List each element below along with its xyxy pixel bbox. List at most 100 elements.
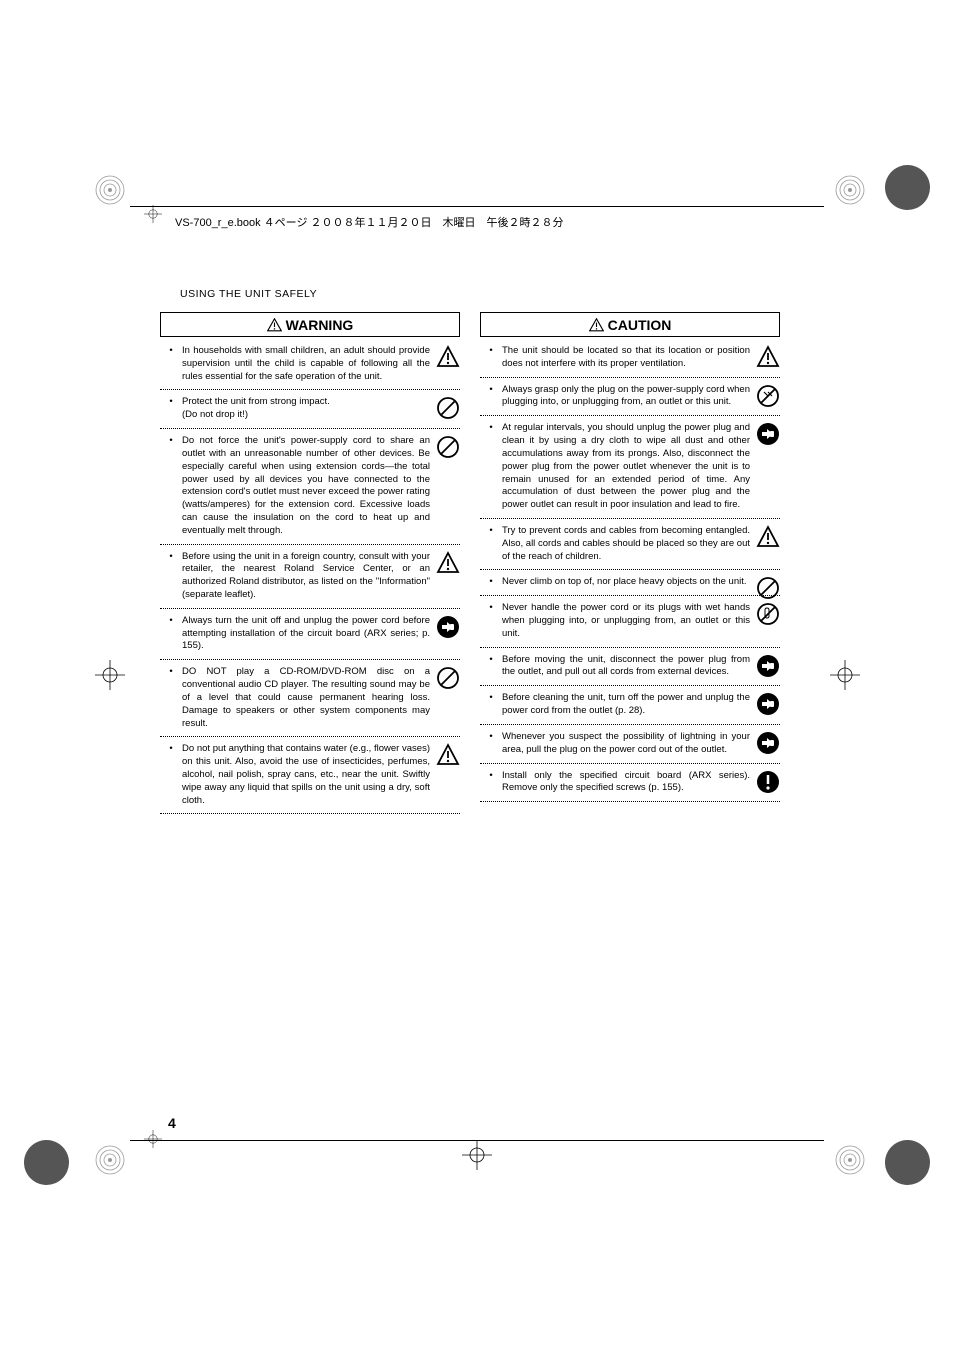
book-header-text: VS-700_r_e.book ４ページ ２００８年１１月２０日 木曜日 午後２… [175, 214, 564, 230]
warning-item: •Before using the unit in a foreign coun… [160, 551, 460, 602]
separator-dots [160, 736, 460, 737]
caution-item-text: Never handle the power cord or its plugs… [502, 602, 780, 640]
separator-dots [160, 813, 460, 814]
bullet-icon: • [160, 396, 182, 422]
page-corner-circle [24, 1140, 69, 1185]
warning-triangle-icon [267, 318, 282, 332]
caution-item: •At regular intervals, you should unplug… [480, 422, 780, 512]
crop-mark-br [830, 1140, 870, 1180]
reg-mark-left [95, 660, 125, 690]
separator-dots [480, 595, 780, 596]
caution-item-text: The unit should be located so that its l… [502, 345, 780, 371]
reg-mark-right [830, 660, 860, 690]
caution-item: •Always grasp only the plug on the power… [480, 384, 780, 410]
warning-icon [756, 345, 780, 369]
warning-item-text: Always turn the unit off and unplug the … [182, 615, 460, 653]
bullet-icon: • [160, 551, 182, 602]
caution-heading-box: CAUTION [480, 312, 780, 337]
caution-item: •The unit should be located so that its … [480, 345, 780, 371]
caution-column: CAUTION •The unit should be located so t… [480, 312, 780, 820]
warning-item-text: Do not force the unit's power-supply cor… [182, 435, 460, 538]
caution-item: •Before moving the unit, disconnect the … [480, 654, 780, 680]
warning-icon [436, 551, 460, 575]
bullet-icon: • [160, 615, 182, 653]
caution-item-text: Try to prevent cords and cables from bec… [502, 525, 780, 563]
caution-item-text: Before cleaning the unit, turn off the p… [502, 692, 780, 718]
grasp-icon [756, 384, 780, 408]
bullet-icon: • [160, 435, 182, 538]
bullet-icon: • [160, 666, 182, 730]
caution-item-text: Always grasp only the plug on the power-… [502, 384, 780, 410]
warning-item: •In households with small children, an a… [160, 345, 460, 383]
prohibit-icon [756, 576, 780, 600]
caution-item-text: Install only the specified circuit board… [502, 770, 780, 796]
prohibit-icon [436, 666, 460, 690]
warning-icon [436, 743, 460, 767]
caution-heading-text: CAUTION [608, 317, 672, 333]
warning-item-text: DO NOT play a CD-ROM/DVD-ROM disc on a c… [182, 666, 460, 730]
caution-item: •Whenever you suspect the possibility of… [480, 731, 780, 757]
warning-item: •Do not force the unit's power-supply co… [160, 435, 460, 538]
page-corner-circle [885, 165, 930, 210]
separator-dots [480, 685, 780, 686]
mandatory-icon [756, 770, 780, 794]
bullet-icon: • [480, 602, 502, 640]
caution-item-text: At regular intervals, you should unplug … [502, 422, 780, 512]
unplug-icon [756, 692, 780, 716]
caution-item: •Try to prevent cords and cables from be… [480, 525, 780, 563]
nowet-icon [756, 602, 780, 626]
reg-mark-footer [144, 1130, 162, 1148]
separator-dots [480, 415, 780, 416]
separator-dots [160, 389, 460, 390]
page-corner-circle [885, 1140, 930, 1185]
bullet-icon: • [480, 692, 502, 718]
bullet-icon: • [480, 345, 502, 371]
separator-dots [480, 377, 780, 378]
warning-icon [436, 345, 460, 369]
separator-dots [480, 801, 780, 802]
section-title: USING THE UNIT SAFELY [180, 288, 317, 300]
page-number: 4 [168, 1115, 176, 1131]
bullet-icon: • [480, 654, 502, 680]
bullet-icon: • [480, 384, 502, 410]
warning-item-text: Protect the unit from strong impact. (Do… [182, 396, 460, 422]
prohibit-icon [436, 396, 460, 420]
caution-item: •Never handle the power cord or its plug… [480, 602, 780, 640]
bullet-icon: • [160, 345, 182, 383]
caution-item: •Before cleaning the unit, turn off the … [480, 692, 780, 718]
prohibit-icon [436, 435, 460, 459]
crop-mark-tl [90, 170, 130, 210]
separator-dots [480, 569, 780, 570]
warning-heading-text: WARNING [286, 317, 354, 333]
bullet-icon: • [480, 731, 502, 757]
unplug-icon [756, 731, 780, 755]
warning-item-text: Before using the unit in a foreign count… [182, 551, 460, 602]
footer-rule [130, 1140, 824, 1141]
separator-dots [160, 544, 460, 545]
warning-item: •DO NOT play a CD-ROM/DVD-ROM disc on a … [160, 666, 460, 730]
caution-item-text: Whenever you suspect the possibility of … [502, 731, 780, 757]
separator-dots [160, 428, 460, 429]
crop-mark-bl [90, 1140, 130, 1180]
separator-dots [480, 518, 780, 519]
header-rule [130, 206, 824, 209]
warning-heading-box: WARNING [160, 312, 460, 337]
warning-column: WARNING •In households with small childr… [160, 312, 460, 820]
reg-mark-bottom [462, 1140, 492, 1170]
caution-triangle-icon [589, 318, 604, 332]
caution-item-text: Never climb on top of, nor place heavy o… [502, 576, 780, 589]
warning-item-text: Do not put anything that contains water … [182, 743, 460, 807]
caution-item: •Install only the specified circuit boar… [480, 770, 780, 796]
warning-icon [756, 525, 780, 549]
separator-dots [480, 724, 780, 725]
unplug-icon [436, 615, 460, 639]
separator-dots [160, 608, 460, 609]
separator-dots [480, 647, 780, 648]
separator-dots [160, 659, 460, 660]
bullet-icon: • [160, 743, 182, 807]
caution-item-text: Before moving the unit, disconnect the p… [502, 654, 780, 680]
unplug-icon [756, 654, 780, 678]
bullet-icon: • [480, 525, 502, 563]
bullet-icon: • [480, 422, 502, 512]
crop-mark-tr [830, 170, 870, 210]
